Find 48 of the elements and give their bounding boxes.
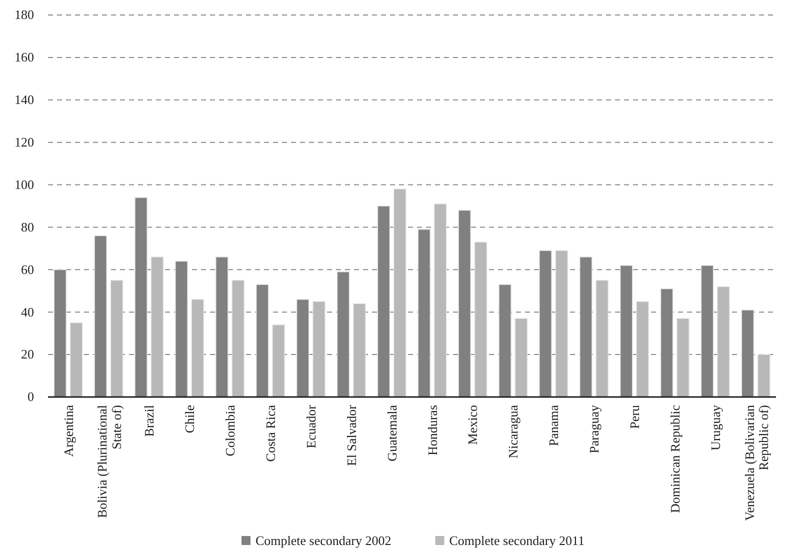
- y-tick-label: 180: [14, 7, 34, 22]
- y-tick-label: 60: [21, 262, 34, 277]
- bar: [232, 280, 245, 398]
- y-tick-label: 0: [28, 389, 34, 404]
- bar: [514, 318, 528, 398]
- x-tick-label: Mexico: [465, 405, 480, 445]
- x-tick-label: Bolivia (Plurinational State of): [94, 404, 124, 518]
- y-tick-label: 100: [14, 176, 34, 192]
- bar: [393, 188, 406, 398]
- x-tick-label: Honduras: [424, 405, 440, 456]
- bar: [352, 303, 366, 398]
- y-tick-label: 140: [14, 92, 34, 108]
- y-tick-label: 40: [21, 304, 34, 320]
- bar: [636, 301, 649, 398]
- bar: [434, 203, 447, 398]
- x-tick-label: Argentina: [60, 404, 76, 457]
- x-tick-label: Peru: [626, 404, 642, 429]
- x-tick-label: Ecuador: [303, 404, 318, 448]
- bar: [70, 322, 83, 398]
- y-tick-label: 160: [14, 50, 34, 65]
- legend-label: Complete secondary 2011: [449, 533, 585, 548]
- bar: [110, 280, 124, 398]
- x-tick-label: El Salvador: [344, 404, 359, 466]
- x-tick-label: Panama: [546, 404, 562, 446]
- bar: [312, 301, 326, 398]
- x-tick-label: Paraguay: [586, 404, 602, 454]
- bar: [757, 354, 770, 398]
- x-tick-label: Colombia: [222, 404, 238, 456]
- bar: [596, 280, 609, 398]
- bar: [474, 242, 488, 398]
- bar: [191, 298, 204, 398]
- bar: [555, 250, 568, 398]
- x-tick-label: Guatemala: [384, 404, 400, 462]
- x-tick-label: Nicaragua: [506, 404, 521, 458]
- bar: [272, 324, 285, 398]
- bar: [150, 256, 164, 398]
- legend-label: Complete secondary 2002: [255, 533, 392, 548]
- x-tick-label: Venezuela (Bolivarian Republic of): [742, 404, 772, 521]
- y-tick-label: 120: [14, 134, 34, 150]
- x-tick-label: Dominican Republic: [667, 404, 682, 513]
- x-tick-label: Brazil: [142, 404, 157, 437]
- x-tick-label: Costa Rica: [262, 404, 278, 462]
- bar: [716, 286, 730, 398]
- y-tick-label: 20: [21, 346, 34, 362]
- bar: [676, 318, 690, 398]
- y-tick-label: 80: [21, 219, 34, 234]
- x-tick-label: Chile: [182, 404, 198, 434]
- x-tick-label: Uruguay: [708, 404, 723, 450]
